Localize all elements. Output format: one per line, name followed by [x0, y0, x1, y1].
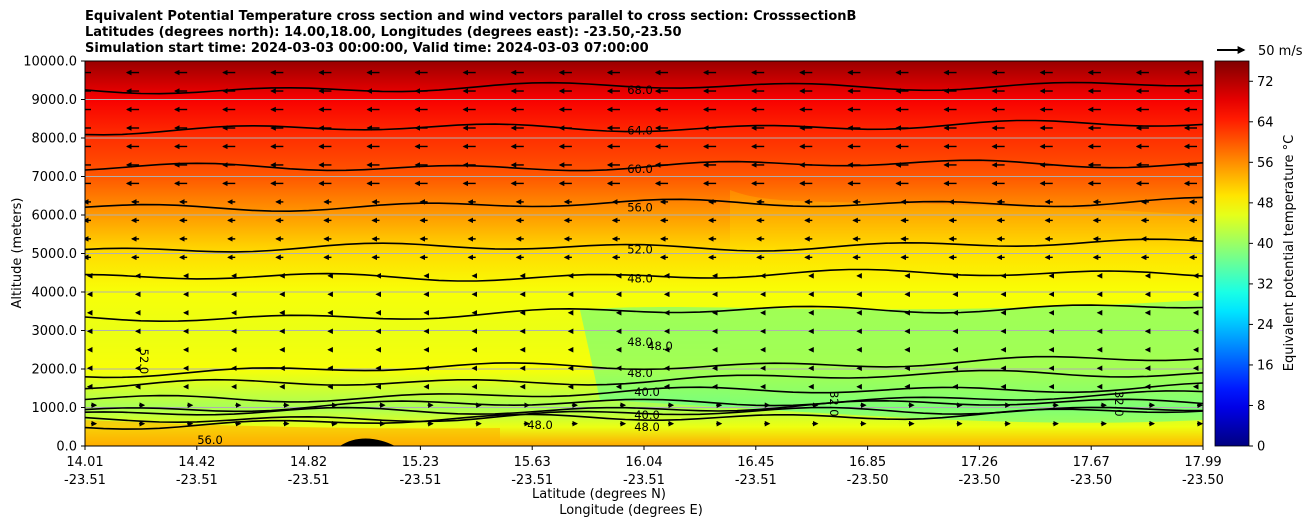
- y-axis-label: Altitude (meters): [10, 198, 25, 309]
- colorbar-ticks: 0 8 16 24 32 40 48 56 64 72: [1249, 75, 1274, 455]
- x-axis: 14.01 -23.51 14.42 -23.51 14.82 -23.51 15.23 -2…: [64, 446, 1224, 488]
- colorbar-tick-label: 72: [1257, 75, 1274, 90]
- contour-line: [85, 398, 1203, 416]
- contour-labels: 68.064.060.056.052.048.048.048.048.040.0…: [137, 83, 1126, 447]
- y-tick-label: 0.0: [56, 440, 77, 455]
- contour-label: 40.0: [634, 385, 660, 399]
- x-tick-label-lat: 15.23: [402, 455, 439, 470]
- contour-label: 60.0: [627, 162, 653, 176]
- y-tick-label: 8000.0: [32, 132, 78, 147]
- colorbar-tick-label: 32: [1257, 277, 1274, 292]
- contour-label: 48.0: [627, 335, 653, 349]
- contour-line: [85, 81, 1203, 95]
- contour-label: 52.0: [627, 243, 653, 257]
- colorbar-tick-label: 24: [1257, 318, 1274, 333]
- y-tick-label: 2000.0: [32, 363, 78, 378]
- contour-label: 68.0: [627, 83, 653, 97]
- contour-line: [85, 408, 1203, 430]
- x-tick-label-lat: 17.99: [1184, 455, 1221, 470]
- contour-line: [85, 390, 1203, 413]
- contour-label: 64.0: [627, 123, 653, 137]
- plot-area: 68.064.060.056.052.048.048.048.048.040.0…: [85, 61, 1203, 447]
- chart-title-line-1: Equivalent Potential Temperature cross s…: [85, 9, 857, 24]
- contour-label: 48.0: [634, 420, 660, 434]
- contour-label: 52.0: [137, 349, 151, 375]
- terrain: [340, 438, 395, 446]
- y-tick-label: 3000.0: [32, 324, 78, 339]
- x-tick-label-lat: 16.04: [625, 455, 662, 470]
- contour-line: [85, 196, 1203, 213]
- colorbar-tick-label: 64: [1257, 115, 1274, 130]
- x-tick-label-lon: -23.51: [288, 473, 330, 488]
- grid: [85, 99, 1203, 408]
- chart-title-line-2: Latitudes (degrees north): 14.00,18.00, …: [85, 25, 682, 40]
- colorbar-tick-label: 48: [1257, 196, 1274, 211]
- x-tick-label-lat: 14.82: [290, 455, 327, 470]
- x-tick-label-lat: 17.26: [961, 455, 998, 470]
- chart-title-line-3: Simulation start time: 2024-03-03 00:00:…: [85, 41, 649, 56]
- x-axis-label-longitude: Longitude (degrees E): [559, 503, 703, 518]
- colorbar-gradient: [1214, 60, 1250, 447]
- contour-line: [85, 268, 1203, 282]
- contour-label: 48.0: [627, 366, 653, 380]
- quiver-key: 50 m/s: [1217, 44, 1303, 59]
- x-tick-label-lon: -23.50: [1070, 473, 1112, 488]
- x-tick-label-lon: -23.51: [176, 473, 218, 488]
- contour-label: 48.0: [627, 272, 653, 286]
- contour-line: [85, 369, 1203, 390]
- contour-lines: [85, 81, 1203, 430]
- x-tick-label-lon: -23.50: [847, 473, 889, 488]
- contour-label: 56.0: [627, 200, 653, 214]
- x-tick-label-lon: -23.51: [623, 473, 665, 488]
- contour-label: 32.0: [827, 391, 841, 417]
- contour-line: [85, 382, 1203, 403]
- x-tick-label-lon: -23.50: [958, 473, 1000, 488]
- contour-label: 48.0: [527, 418, 553, 432]
- y-tick-label: 7000.0: [32, 170, 78, 185]
- colorbar: 0 8 16 24 32 40 48 56 64 72 Equivalent potential …: [1214, 60, 1297, 455]
- x-tick-label-lat: 14.01: [66, 455, 103, 470]
- y-tick-label: 4000.0: [32, 286, 78, 301]
- contour-label: 40.0: [634, 408, 660, 422]
- wind-vectors: [85, 69, 1203, 427]
- x-tick-label-lon: -23.51: [735, 473, 777, 488]
- y-tick-label: 1000.0: [32, 401, 78, 416]
- contour-line: [85, 304, 1203, 323]
- colorbar-tick-label: 16: [1257, 358, 1274, 373]
- colorbar-label: Equivalent potential temperature °C: [1282, 135, 1297, 371]
- x-axis-label-latitude: Latitude (degrees N): [532, 487, 666, 502]
- x-tick-label-lon: -23.51: [399, 473, 441, 488]
- y-tick-label: 5000.0: [32, 247, 78, 262]
- y-axis: 0.0 1000.0 2000.0 3000.0 4000.0 5000.0 6000.0 7…: [23, 55, 85, 455]
- x-tick-label-lon: -23.51: [511, 473, 553, 488]
- quiver-key-label: 50 m/s: [1258, 44, 1303, 59]
- y-tick-label: 9000.0: [32, 93, 78, 108]
- contour-label: 56.0: [197, 433, 223, 447]
- colorbar-tick-label: 8: [1257, 399, 1265, 414]
- y-tick-label: 10000.0: [23, 55, 77, 70]
- x-tick-label-lat: 15.63: [514, 455, 551, 470]
- x-tick-label-lat: 16.45: [737, 455, 774, 470]
- contour-label: 48.0: [647, 339, 673, 353]
- contour-label: 32.0: [1112, 391, 1126, 417]
- x-tick-label-lon: -23.50: [1182, 473, 1224, 488]
- x-tick-label-lat: 14.42: [178, 455, 215, 470]
- colorbar-tick-label: 40: [1257, 237, 1274, 252]
- x-tick-label-lon: -23.51: [64, 473, 106, 488]
- x-tick-label-lat: 17.67: [1073, 455, 1110, 470]
- x-tick-label-lat: 16.85: [849, 455, 886, 470]
- colorbar-tick-label: 0: [1257, 440, 1265, 455]
- contour-line: [85, 355, 1203, 379]
- y-tick-label: 6000.0: [32, 209, 78, 224]
- colorbar-tick-label: 56: [1257, 156, 1274, 171]
- contour-line: [85, 238, 1203, 253]
